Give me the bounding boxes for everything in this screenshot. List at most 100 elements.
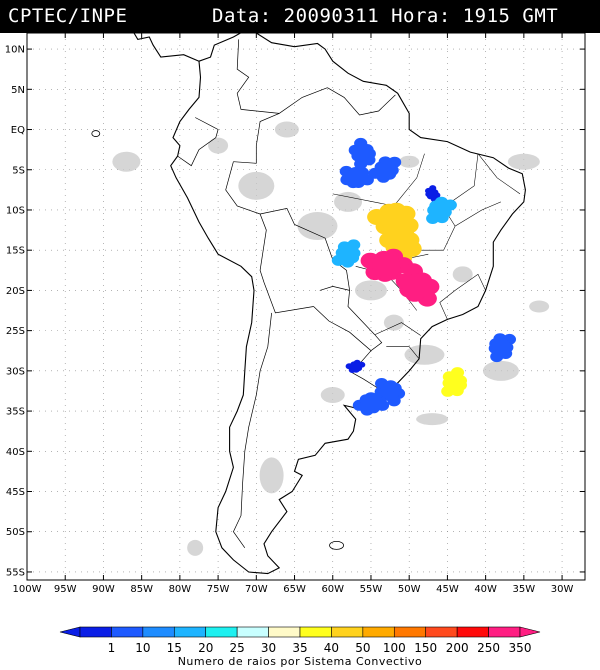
state-border <box>454 201 502 227</box>
lat-tick-label: 10N <box>5 45 25 56</box>
cloud-patch <box>404 344 445 365</box>
country-border <box>327 87 396 116</box>
colorbar-tick-label: 100 <box>382 641 406 655</box>
colorbar-swatch <box>79 626 112 638</box>
colorbar-tick-label: 1 <box>107 641 116 655</box>
colorbar-tick-label: 20 <box>198 641 214 655</box>
convective-system <box>441 367 467 397</box>
state-border <box>477 153 521 195</box>
lat-tick-label: 5S <box>12 165 25 176</box>
cloud-patch <box>320 386 345 403</box>
convective-system <box>374 378 406 407</box>
lon-tick-label: 45W <box>436 584 459 595</box>
lightning-map: 10N 5N EQ 5S 10S 15S 20S 25S 30S 35S 40S 45S 50S 55S 1… <box>5 33 586 638</box>
lon-tick-label: 55W <box>360 584 383 595</box>
cloud-patch <box>208 137 229 154</box>
colorbar-tick-label: 150 <box>414 641 438 655</box>
cloud-patch <box>259 457 284 494</box>
colorbar-tick-label: 10 <box>135 641 151 655</box>
colorbar-swatch <box>362 626 395 638</box>
lon-tick-label: 50W <box>398 584 421 595</box>
convective-system <box>345 359 366 373</box>
lon-tick-label: 90W <box>92 584 115 595</box>
colorbar-tick-label: 30 <box>260 641 277 655</box>
colorbar-arrow-left <box>59 626 81 638</box>
cloud-patch <box>334 191 363 212</box>
colorbar-swatch <box>299 626 332 638</box>
country-border <box>259 213 314 314</box>
convective-system <box>426 196 457 224</box>
country-border <box>232 312 272 549</box>
lon-tick-label: 65W <box>283 584 306 595</box>
state-border <box>439 273 486 320</box>
lon-tick-label: 70W <box>245 584 268 595</box>
colorbar <box>59 626 541 638</box>
lon-tick-label: 35W <box>513 584 536 595</box>
cloud-patch <box>529 300 550 313</box>
cloud-patch <box>452 266 473 283</box>
colorbar-tick-label: 40 <box>323 641 340 655</box>
lat-tick-label: 5N <box>11 85 25 96</box>
cloud-patch <box>399 155 420 168</box>
colorbar-swatch <box>456 626 489 638</box>
cloud-patch <box>482 360 519 381</box>
source-label: CPTEC/INPE <box>8 5 128 27</box>
country-border <box>236 39 280 114</box>
colorbar-swatch <box>173 626 207 638</box>
colorbar-swatch <box>236 626 269 638</box>
colorbar-tick-label: 35 <box>292 641 308 655</box>
central-america-outline <box>133 33 200 62</box>
convective-system <box>395 263 440 307</box>
cloud-patch <box>112 151 141 172</box>
colorbar-title: Numero de raios por Sistema Convectivo <box>177 655 423 668</box>
lon-tick-label: 30W <box>551 584 574 595</box>
colorbar-tick-label: 200 <box>445 641 469 655</box>
map-header: CPTEC/INPE Data: 20090311 Hora: 1915 GMT <box>0 0 600 33</box>
axis-labels: 10N 5N EQ 5S 10S 15S 20S 25S 30S 35S 40S 45S 50S 55S 1… <box>5 33 585 595</box>
lat-tick-label: 45S <box>6 487 25 498</box>
country-border <box>233 87 328 164</box>
continent-outline <box>170 33 526 575</box>
colorbar-tick-label: 350 <box>508 641 532 655</box>
map-frame <box>26 33 586 581</box>
datetime-label: Data: 20090311 Hora: 1915 GMT <box>212 5 559 27</box>
lat-tick-label: EQ <box>11 125 25 136</box>
country-border <box>319 286 350 291</box>
coastline <box>91 33 526 575</box>
convective-system <box>425 185 441 203</box>
lat-tick-label: 20S <box>6 286 25 297</box>
convective-system <box>331 239 361 268</box>
cloud-cover <box>112 121 550 556</box>
cloud-patch <box>274 121 299 138</box>
cloud-patch <box>187 539 204 556</box>
colorbar-swatch <box>268 626 301 638</box>
lat-tick-label: 40S <box>6 447 25 458</box>
lat-tick-label: 55S <box>6 567 25 578</box>
colorbar-tick-label: 15 <box>166 641 182 655</box>
lon-tick-label: 100W <box>13 584 42 595</box>
colorbar-tick-label: 250 <box>477 641 501 655</box>
cloud-patch <box>416 413 449 426</box>
lon-tick-label: 40W <box>474 584 497 595</box>
convective-system <box>339 165 374 189</box>
colorbar-swatch <box>205 626 238 638</box>
country-border <box>351 350 383 392</box>
state-border <box>393 153 425 207</box>
cloud-patch <box>238 171 275 200</box>
convective-system <box>360 248 414 282</box>
state-border <box>386 346 420 359</box>
colorbar-tick-label: 50 <box>355 641 371 655</box>
colorbar-tick-label: 25 <box>229 641 245 655</box>
cloud-patch <box>383 314 404 331</box>
colorbar-swatch <box>111 626 144 638</box>
lon-tick-label: 85W <box>130 584 153 595</box>
country-border <box>177 117 219 167</box>
country-border <box>225 161 261 215</box>
lat-tick-label: 50S <box>6 527 25 538</box>
lat-tick-label: 25S <box>6 326 25 337</box>
cloud-patch <box>297 212 338 241</box>
lon-tick-label: 80W <box>169 584 192 595</box>
state-border <box>374 322 421 336</box>
convective-system <box>488 333 516 363</box>
colorbar-swatch <box>425 626 458 638</box>
